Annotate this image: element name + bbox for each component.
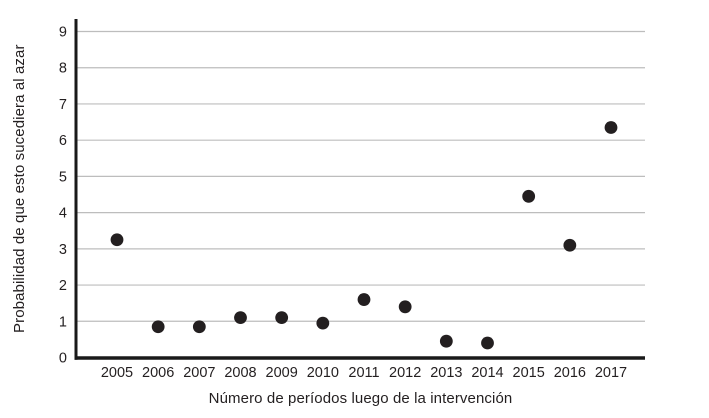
y-tick-label: 1 [59,314,67,330]
x-tick-label: 2009 [266,365,298,381]
data-point [234,311,247,325]
y-tick-label: 2 [59,278,67,294]
x-tick-label: 2014 [471,365,503,381]
y-tick-label: 6 [59,133,67,149]
x-tick-label: 2017 [595,365,627,381]
data-point [481,336,494,350]
data-point [357,293,371,306]
y-tick-label: 9 [59,25,67,41]
data-point [110,233,124,247]
x-tick-label: 2010 [307,365,339,381]
data-point [398,300,412,314]
y-tick-label: 4 [59,206,67,222]
x-tick-label: 2016 [554,365,586,381]
y-tick-label: 8 [59,61,67,77]
x-tick-label: 2015 [513,365,545,381]
y-tick-label: 0 [59,351,67,367]
x-tick-label: 2005 [101,365,133,381]
x-tick-label: 2007 [183,365,215,381]
x-tick-label: 2011 [348,365,379,381]
x-tick-label: 2012 [389,365,421,381]
data-point [439,334,453,348]
data-point [275,311,289,325]
y-tick-label: 3 [59,242,67,258]
x-tick-label: 2008 [224,365,256,381]
y-tick-label: 7 [59,97,67,113]
x-tick-label: 2013 [430,365,462,381]
data-point [522,189,536,203]
y-tick-label: 5 [59,169,67,185]
data-point [151,320,165,334]
data-point [316,316,330,330]
data-point [192,320,206,334]
data-point [604,121,618,134]
data-point [563,238,577,252]
x-axis-title: Número de períodos luego de la intervenc… [208,390,513,407]
x-tick-label: 2006 [142,365,174,381]
